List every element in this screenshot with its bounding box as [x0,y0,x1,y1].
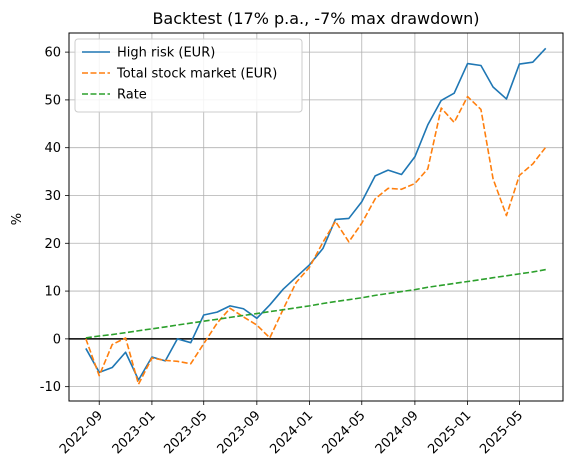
y-tick-label: 0 [53,332,61,347]
x-tick-label: 2025-05 [477,408,526,457]
x-tick-label: 2024-09 [373,408,422,457]
series-line-0 [85,47,547,381]
y-axis-label: % [10,213,25,225]
legend-box [74,38,303,113]
legend-label-1: Total stock market (EUR) [116,67,277,82]
y-tick-label: 40 [44,141,61,156]
x-tick-label: 2022-09 [57,408,106,457]
y-axis-ticks: -10 0 10 20 30 40 50 60 [40,46,69,395]
x-tick-label: 2024-01 [267,408,316,457]
chart-title: Backtest (17% p.a., -7% max drawdown) [152,9,479,28]
y-tick-label: -10 [40,380,61,395]
y-tick-label: 50 [44,93,61,108]
x-tick-label: 2023-09 [215,408,264,457]
y-tick-label: 10 [44,285,61,300]
x-tick-label: 2023-05 [162,408,211,457]
series-lines [85,47,547,386]
legend-label-2: Rate [117,88,147,103]
x-tick-label: 2023-01 [110,408,159,457]
legend-label-0: High risk (EUR) [117,46,215,61]
y-tick-label: 30 [44,189,61,204]
series-line-2 [85,268,546,339]
series-line-1 [85,95,547,386]
y-tick-label: 20 [44,237,61,252]
x-tick-label: 2024-05 [320,408,369,457]
x-tick-label: 2025-01 [425,408,474,457]
x-axis-ticks: 2022-09 2023-01 2023-05 2023-09 2024-01 2024-… [57,401,526,457]
legend: High risk (EUR) Total stock market (EUR) R… [74,38,303,113]
plot-frame [68,32,564,402]
y-tick-label: 60 [44,46,61,61]
